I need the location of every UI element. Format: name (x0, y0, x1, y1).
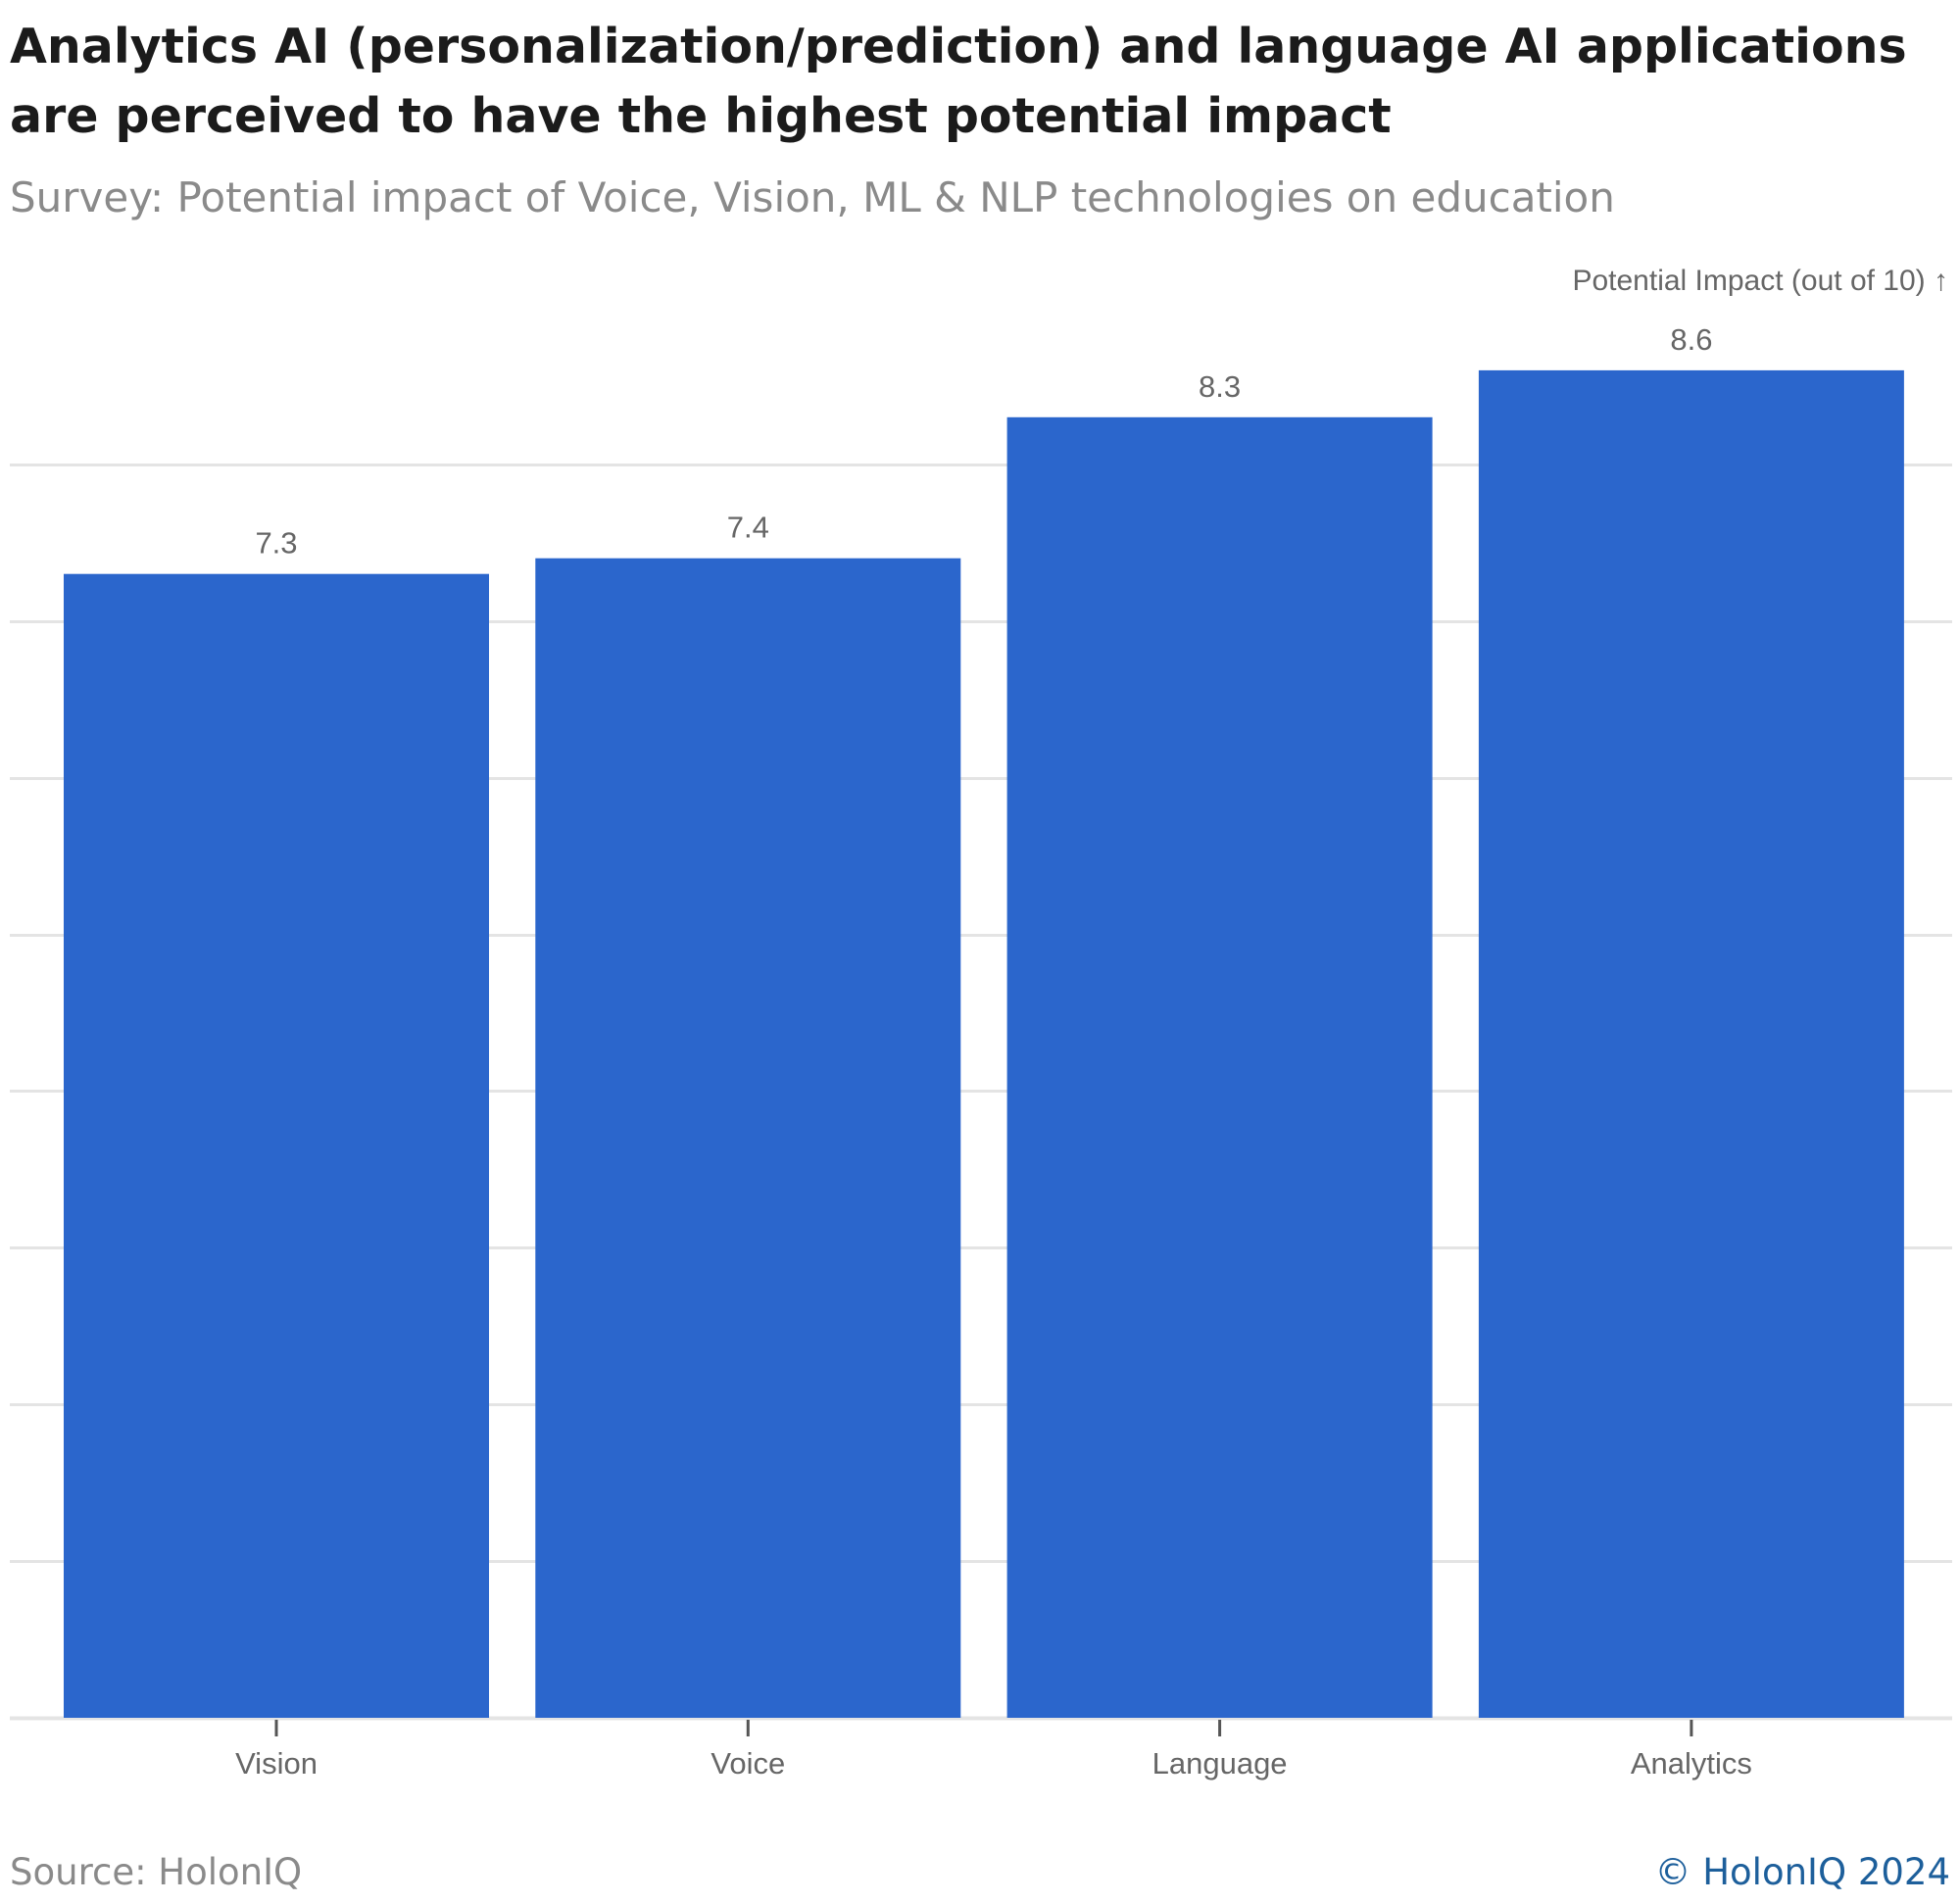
bar-chart: 7.3 7.4 8.3 8.6 Vision Voice Language Analytic… (10, 265, 1952, 1781)
source-note: Source: HolonIQ (10, 1851, 303, 1893)
data-label-vision: 7.3 (255, 526, 297, 561)
x-tick-label-language: Language (1152, 1746, 1288, 1781)
copyright-link[interactable]: © HolonIQ 2024 (1654, 1851, 1950, 1893)
bars (64, 369, 1904, 1719)
data-label-analytics: 8.6 (1670, 322, 1712, 357)
bar-language[interactable] (1006, 416, 1433, 1718)
x-tick-label-voice: Voice (710, 1746, 785, 1781)
data-label-voice: 7.4 (727, 511, 769, 545)
x-axis: Vision Voice Language Analytics (235, 1720, 1752, 1781)
y-axis-label: Potential Impact (out of 10) ↑ (1572, 265, 1948, 297)
x-tick-label-analytics: Analytics (1631, 1746, 1752, 1781)
bar-voice[interactable] (535, 558, 961, 1719)
chart-title: Analytics AI (personalization/prediction… (10, 19, 1907, 144)
bar-analytics[interactable] (1478, 369, 1904, 1718)
x-tick-label-vision: Vision (235, 1746, 318, 1781)
bar-vision[interactable] (64, 573, 489, 1719)
chart-subtitle: Survey: Potential impact of Voice, Visio… (10, 173, 1615, 221)
data-labels: 7.3 7.4 8.3 8.6 (255, 322, 1712, 561)
data-label-language: 8.3 (1199, 369, 1241, 404)
